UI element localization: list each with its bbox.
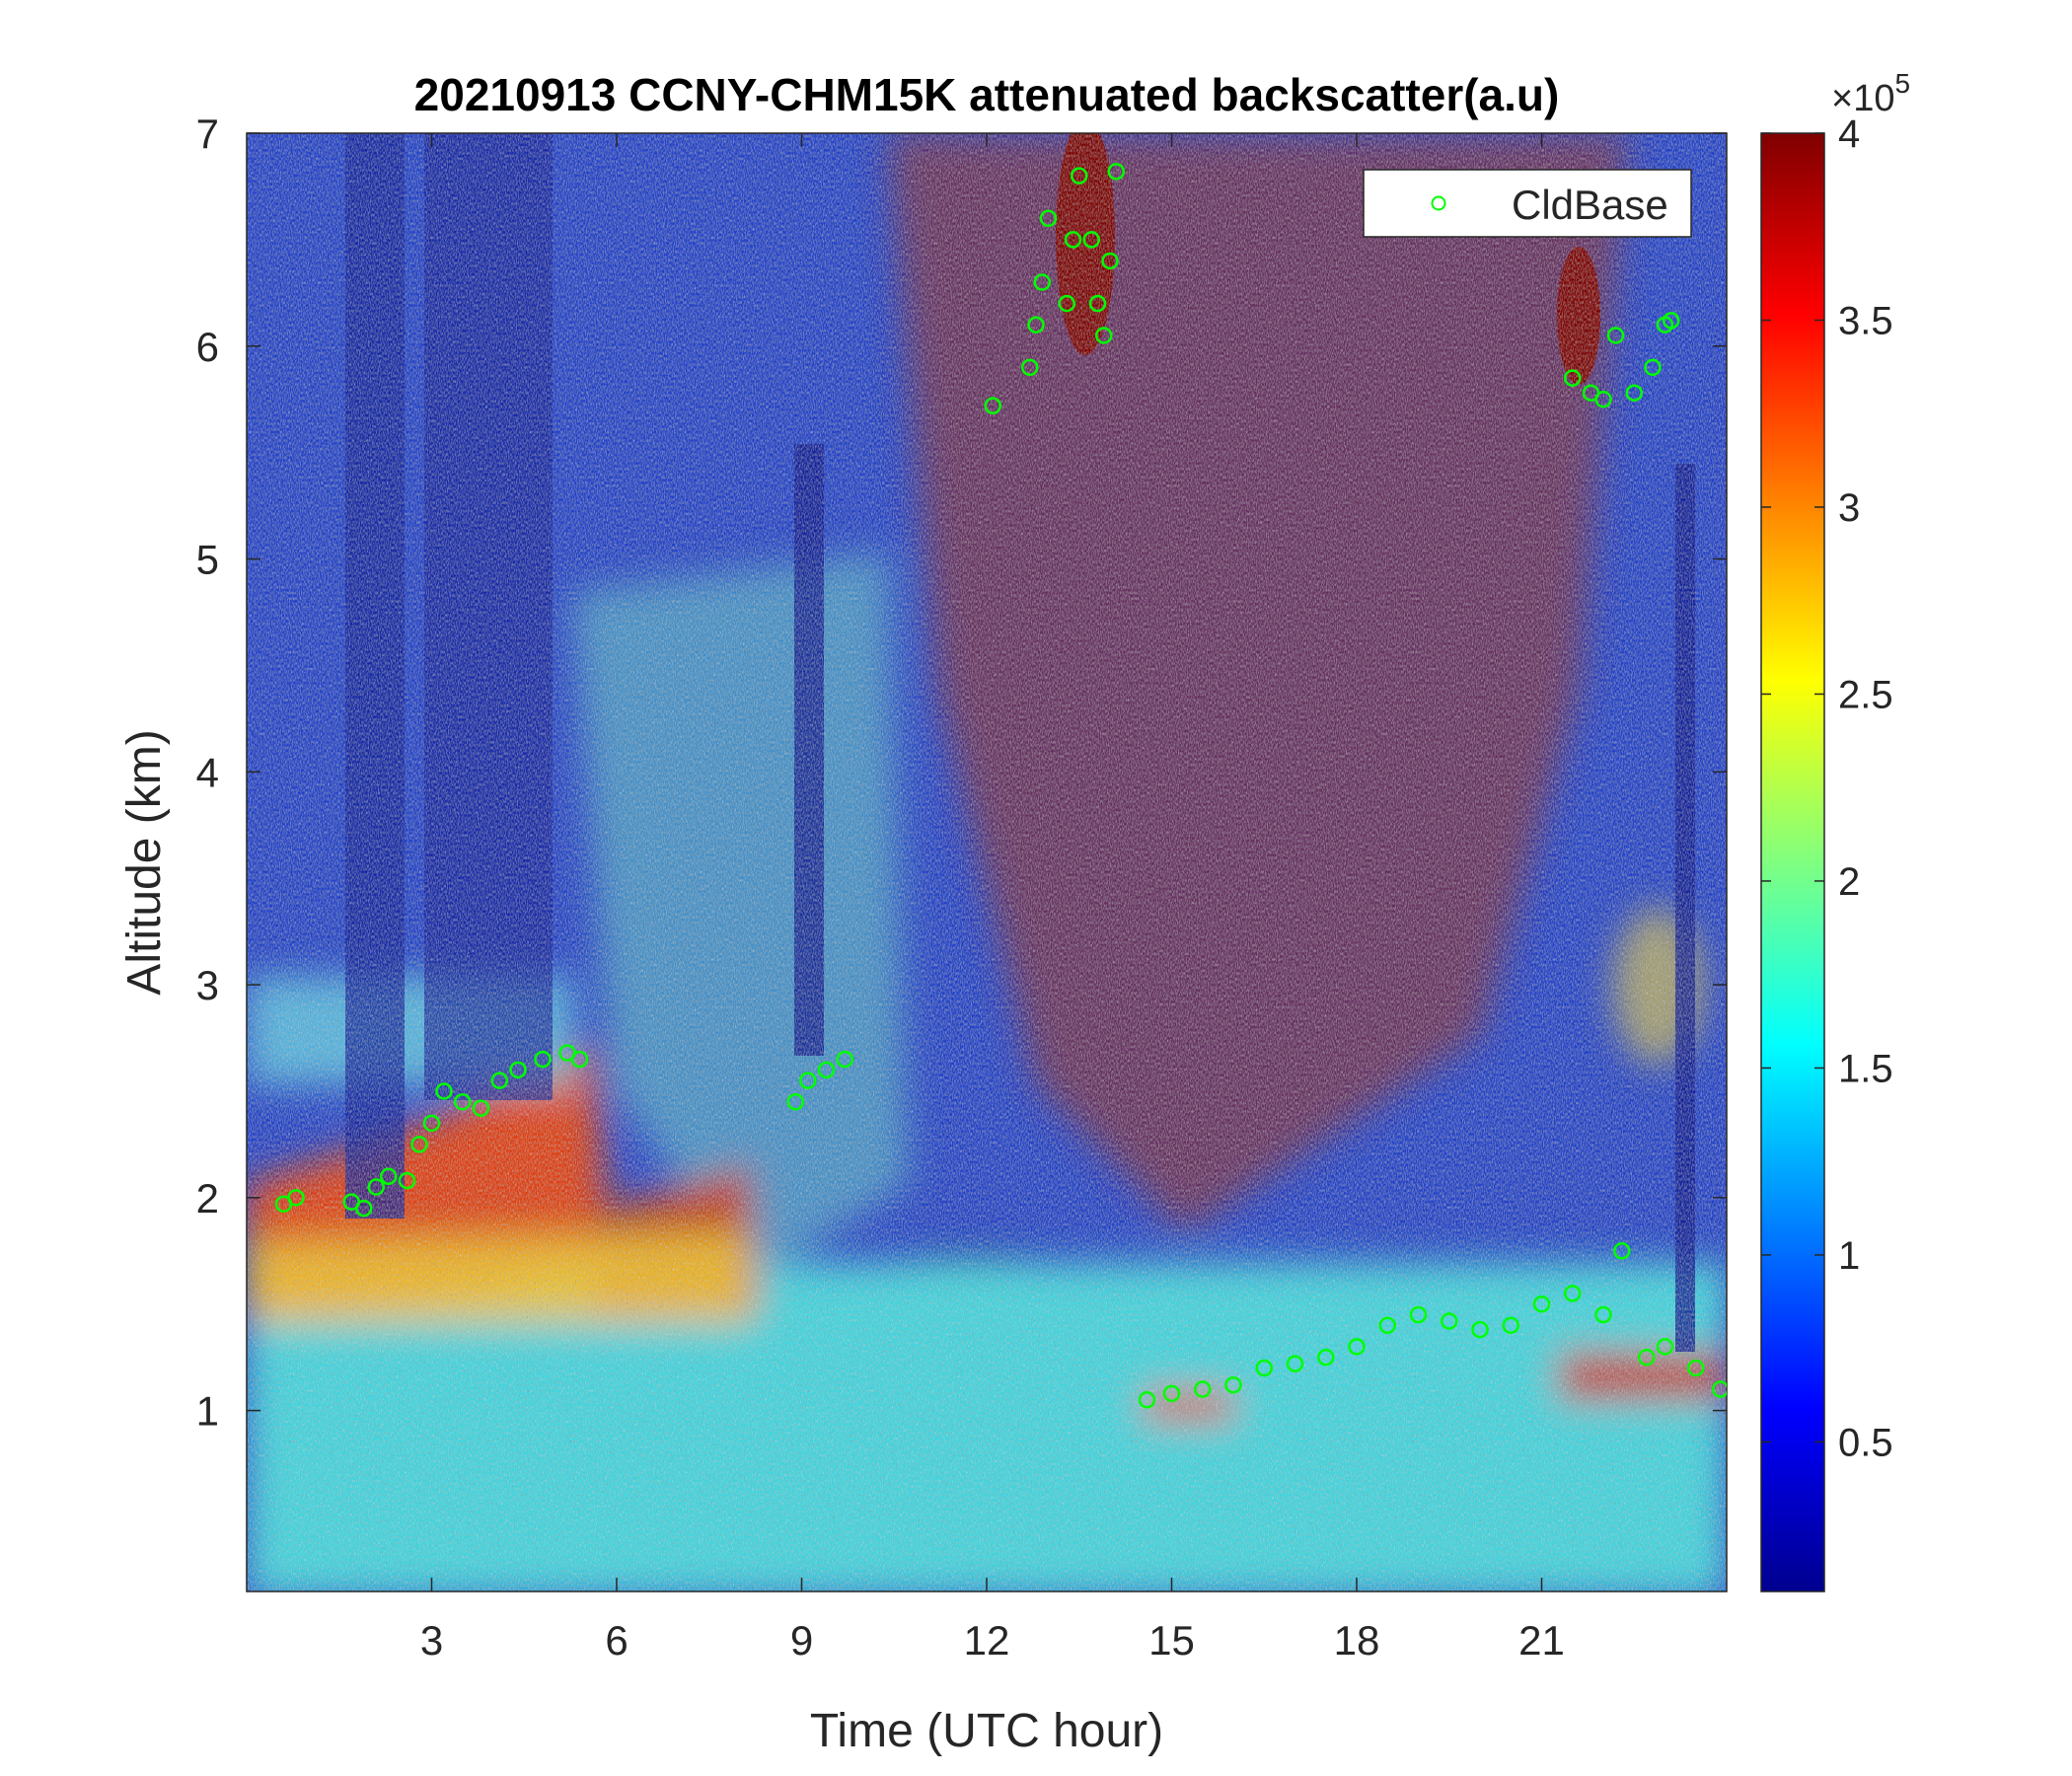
cldbase-point [1071, 167, 1088, 185]
x-tick-label: 9 [790, 1617, 813, 1664]
cldbase-point [1088, 294, 1107, 313]
cldbase-point [509, 1061, 527, 1079]
cldbase-point [1021, 358, 1039, 377]
cldbase-point [1712, 1380, 1727, 1398]
cldbase-point [1095, 327, 1113, 344]
colorbar-multiplier: × [1831, 78, 1853, 119]
y-axis-ticks: 1 2 3 4 5 6 7 [196, 111, 1727, 1435]
cldbase-point [490, 1072, 508, 1089]
colorbar-tick-label: 0.5 [1838, 1421, 1893, 1464]
cldbase-point [817, 1061, 836, 1079]
cldbase-point [1033, 273, 1051, 291]
colorbar-tick-label: 1 [1838, 1234, 1860, 1278]
cldbase-point [410, 1136, 428, 1153]
cldbase-point [1606, 327, 1625, 344]
cldbase-point [1317, 1348, 1335, 1367]
colorbar-exponent: ×105 [1831, 68, 1910, 119]
cldbase-point [984, 397, 1001, 414]
legend-entry-cldbase: CldBase [1512, 182, 1668, 228]
cldbase-point [1638, 1348, 1656, 1367]
cldbase-point [799, 1072, 817, 1089]
cldbase-point [1564, 1285, 1582, 1302]
cldbase-point [472, 1099, 490, 1117]
cldbase-point [1107, 163, 1125, 181]
y-axis-label: Altitude (km) [118, 729, 171, 995]
colorbar-exponent-base: 10 [1853, 78, 1894, 119]
cldbase-point [1594, 1305, 1612, 1324]
colorbar-tick-label: 3.5 [1838, 299, 1893, 342]
x-tick-label: 6 [605, 1617, 628, 1664]
colorbar-tick-label: 2 [1838, 860, 1860, 904]
cldbase-point [367, 1178, 385, 1196]
cldbase-point [1286, 1355, 1304, 1372]
x-axis-ticks: 3 6 9 12 15 18 21 [420, 133, 1565, 1664]
cldbase-point [1348, 1338, 1366, 1356]
cldbase-point [1532, 1295, 1551, 1313]
x-tick-label: 12 [964, 1617, 1010, 1664]
cldbase-point [1613, 1242, 1631, 1260]
y-tick-label: 5 [196, 537, 219, 583]
cldbase-point [1502, 1316, 1519, 1335]
x-tick-label: 15 [1148, 1617, 1195, 1664]
cldbase-point [1409, 1305, 1428, 1324]
chart-title: 20210913 CCNY-CHM15K attenuated backscat… [414, 69, 1560, 120]
cldbase-point [1663, 312, 1680, 330]
y-tick-label: 3 [196, 962, 219, 1008]
colorbar-ticks: 0.5 1 1.5 2 2.5 3 3.5 4 [1761, 112, 1893, 1464]
y-tick-label: 6 [196, 324, 219, 370]
colorbar-exponent-power: 5 [1894, 68, 1910, 99]
cldbase-point [1138, 1391, 1156, 1409]
cldbase-point [1027, 316, 1045, 333]
cldbase-point [454, 1092, 472, 1111]
cldbase-point [1471, 1320, 1489, 1339]
cldbase-point [1687, 1359, 1705, 1377]
x-axis-label: Time (UTC hour) [810, 1705, 1163, 1757]
cldbase-point [1255, 1359, 1273, 1377]
cldbase-point [836, 1050, 853, 1069]
cldbase-point [287, 1189, 305, 1207]
cldbase-point [1082, 231, 1100, 249]
cldbase-point [398, 1171, 416, 1190]
colorbar-tick-label: 3 [1838, 486, 1860, 530]
cldbase-point [1064, 231, 1082, 249]
y-tick-label: 1 [196, 1388, 219, 1435]
cldbase-point [380, 1167, 398, 1186]
cldbase-point [1441, 1312, 1458, 1330]
cldbase-series [274, 163, 1727, 1409]
y-tick-label: 4 [196, 749, 219, 795]
y-tick-label: 2 [196, 1175, 219, 1221]
colorbar: 0.5 1 1.5 2 2.5 3 3.5 4 ×105 [1760, 68, 1910, 1592]
cldbase-point [1656, 1338, 1674, 1356]
cldbase-point [1101, 252, 1119, 270]
x-tick-label: 18 [1334, 1617, 1380, 1664]
y-tick-label: 7 [196, 111, 219, 157]
legend-marker-cldbase [1431, 195, 1446, 211]
cldbase-point [1378, 1316, 1396, 1335]
backscatter-heatmap [247, 133, 1727, 1591]
cldbase-point [1564, 369, 1582, 387]
x-tick-label: 3 [420, 1617, 443, 1664]
cldbase-point [1039, 209, 1058, 228]
colorbar-ramp [1760, 132, 1825, 1592]
cldbase-point [1058, 294, 1075, 313]
cldbase-point [1224, 1375, 1242, 1394]
cldbase-point [786, 1092, 804, 1111]
cldbase-point [355, 1199, 373, 1218]
cldbase-point [534, 1050, 552, 1069]
colorbar-tick-label: 2.5 [1838, 673, 1893, 716]
legend-box [1363, 169, 1692, 238]
x-tick-label: 21 [1518, 1617, 1565, 1664]
cldbase-point [435, 1082, 453, 1100]
colorbar-tick-label: 1.5 [1838, 1047, 1893, 1090]
cldbase-point [1644, 358, 1662, 377]
cldbase-point [1625, 384, 1643, 402]
cldbase-point [570, 1050, 589, 1069]
colorbar-tick-label: 4 [1838, 112, 1860, 156]
cldbase-point [1194, 1380, 1212, 1398]
legend: CldBase [1363, 169, 1692, 238]
cldbase-point [422, 1114, 441, 1133]
cldbase-point [1594, 390, 1612, 408]
cldbase-point [1162, 1384, 1181, 1403]
